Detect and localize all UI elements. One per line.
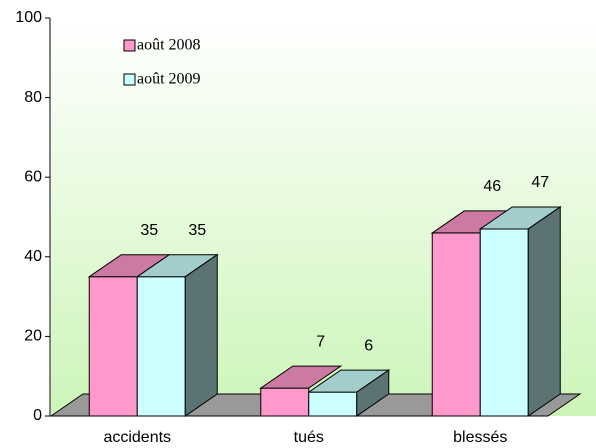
data-label: 6 <box>364 337 373 354</box>
data-label: 35 <box>140 222 158 239</box>
data-label: 46 <box>483 178 501 195</box>
x-tick-label: accidents <box>103 429 171 446</box>
bar-side <box>527 205 561 417</box>
bar-side <box>356 369 390 417</box>
data-label: 35 <box>188 222 206 239</box>
data-label: 7 <box>316 333 325 350</box>
legend-swatch <box>123 39 136 52</box>
bar <box>136 276 186 417</box>
y-tick-label: 20 <box>24 328 42 345</box>
data-label: 47 <box>531 174 549 191</box>
y-tick-label: 80 <box>24 89 42 106</box>
y-tick-label: 0 <box>33 407 42 424</box>
legend-swatch <box>123 73 136 86</box>
y-tick-label: 100 <box>15 9 42 26</box>
legend-label: août 2008 <box>137 37 201 54</box>
bar <box>88 276 138 417</box>
y-tick-label: 40 <box>24 248 42 265</box>
bar-side <box>184 253 218 417</box>
y-tick-label: 60 <box>24 168 42 185</box>
bar-top <box>259 365 343 389</box>
x-tick-label: tués <box>294 429 324 446</box>
bar <box>308 391 358 417</box>
legend-label: août 2009 <box>137 71 201 88</box>
bar <box>260 387 310 417</box>
x-tick-label: blessés <box>453 429 507 446</box>
bar <box>479 228 529 417</box>
bar <box>431 232 481 417</box>
